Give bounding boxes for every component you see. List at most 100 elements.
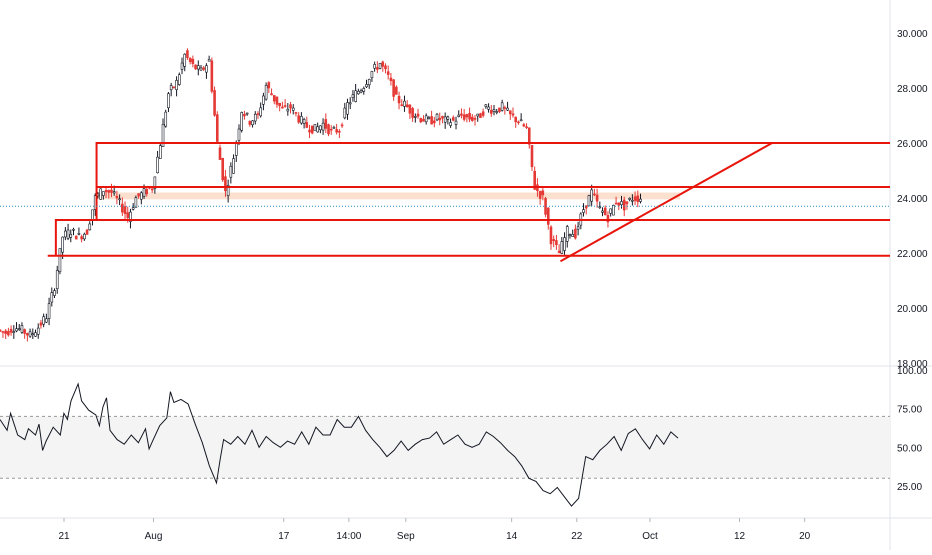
candle-body: [240, 112, 243, 131]
candle-body: [338, 130, 341, 133]
candle-body: [346, 102, 349, 115]
time-tick-label: Aug: [145, 531, 163, 542]
candle-body: [118, 198, 121, 201]
time-tick-label: 12: [734, 531, 746, 542]
candle-body: [175, 80, 178, 90]
candle-body: [489, 109, 493, 114]
candle-body: [481, 111, 485, 116]
candle-body: [123, 206, 127, 215]
candle-body: [446, 116, 450, 120]
candle-body: [414, 116, 417, 118]
candle-body: [9, 328, 13, 333]
candle-body: [156, 156, 159, 174]
candle-body: [636, 195, 640, 203]
candle-body: [99, 188, 102, 200]
candle-body: [267, 82, 271, 89]
candle-body: [443, 116, 447, 123]
candle-body: [1, 331, 5, 333]
time-tick-label: 14:00: [336, 531, 361, 542]
candle-body: [196, 65, 200, 70]
candle-body: [137, 193, 140, 197]
candle-body: [232, 158, 235, 174]
candle-body: [438, 117, 442, 121]
candle-body: [424, 115, 428, 123]
candle-body: [492, 109, 496, 112]
candle-body: [435, 113, 439, 121]
candle-body: [253, 113, 257, 122]
candle-body: [115, 195, 119, 199]
rsi-tick-label: 25.00: [897, 482, 922, 493]
candle-body: [335, 129, 338, 133]
candle-body: [527, 127, 531, 145]
candle-body: [593, 193, 596, 196]
candle-body: [169, 85, 173, 91]
rsi-tick-label: 75.00: [897, 405, 922, 416]
time-tick-label: Sep: [397, 531, 415, 542]
candle-body: [142, 188, 146, 197]
candle-body: [237, 128, 241, 141]
candle-body: [574, 228, 577, 239]
candle-body: [291, 107, 295, 111]
candle-body: [39, 322, 43, 326]
candle-body: [552, 239, 555, 242]
candle-body: [234, 142, 238, 156]
candle-body: [134, 197, 138, 208]
candle-body: [264, 84, 268, 100]
candle-body: [530, 145, 534, 168]
candle-body: [294, 112, 298, 114]
candle-body: [392, 79, 395, 97]
candle-body: [180, 62, 184, 70]
price-tick-label: 22.000: [897, 249, 928, 260]
candle-body: [215, 114, 219, 142]
candle-body: [26, 332, 29, 336]
rsi-line: [0, 382, 679, 507]
candle-body: [229, 165, 233, 178]
candle-body: [321, 122, 325, 131]
candle-body: [603, 207, 607, 216]
candle-body: [224, 176, 227, 192]
candle-body: [462, 114, 466, 120]
candle-body: [262, 95, 265, 105]
candle-body: [503, 107, 507, 109]
rsi-band: [0, 416, 890, 479]
candle-body: [484, 104, 488, 107]
candle-body: [210, 60, 214, 92]
candle-body: [508, 110, 512, 115]
candle-body: [213, 90, 216, 116]
candle-body: [329, 128, 333, 131]
candle-body: [69, 234, 73, 238]
candles-group: [0, 48, 642, 342]
candle-body: [202, 67, 206, 70]
candle-body: [88, 223, 92, 231]
candle-body: [107, 190, 111, 193]
candle-body: [595, 194, 599, 202]
candle-body: [487, 106, 490, 110]
candle-body: [289, 104, 292, 109]
candle-body: [460, 113, 463, 116]
candle-body: [362, 88, 366, 92]
time-tick-label: 14: [506, 531, 518, 542]
candle-body: [617, 202, 621, 206]
candle-body: [430, 116, 433, 125]
candle-body: [20, 325, 24, 333]
candle-body: [308, 129, 311, 133]
candle-body: [286, 108, 290, 112]
candle-body: [408, 104, 412, 114]
candle-body: [104, 190, 108, 193]
price-tick-label: 26.000: [897, 139, 928, 150]
candle-body: [72, 228, 75, 231]
candle-body: [15, 328, 18, 332]
candle-body: [384, 65, 387, 70]
candle-body: [183, 53, 187, 67]
candle-body: [479, 113, 482, 118]
candle-body: [370, 71, 374, 79]
candle-body: [50, 292, 54, 303]
candle-body: [270, 93, 273, 96]
candle-body: [110, 189, 113, 193]
candle-body: [433, 120, 436, 124]
candle-body: [473, 118, 477, 120]
candle-body: [188, 57, 192, 62]
candle-body: [300, 116, 303, 124]
candle-body: [427, 117, 431, 119]
